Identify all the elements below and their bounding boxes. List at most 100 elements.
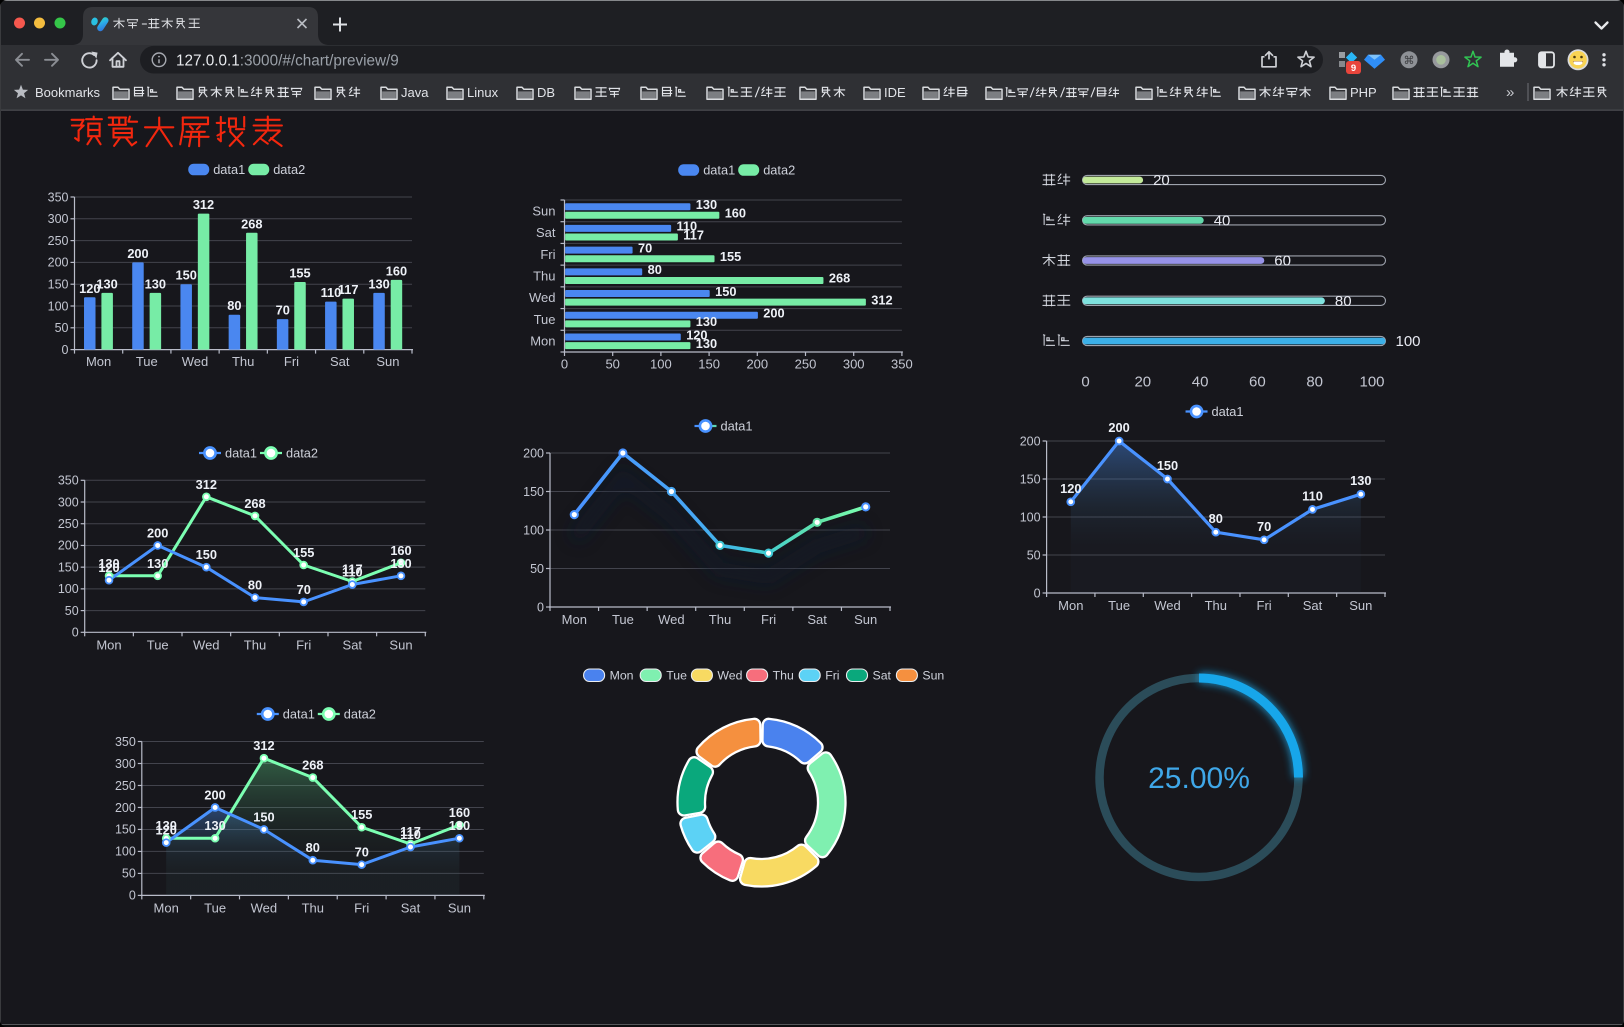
- svg-text:100: 100: [1396, 333, 1421, 350]
- svg-text:data1: data1: [213, 162, 245, 177]
- svg-text:130: 130: [96, 276, 117, 291]
- svg-text:60: 60: [1249, 374, 1266, 391]
- svg-text:40: 40: [1192, 374, 1209, 391]
- svg-text:100: 100: [1020, 510, 1041, 524]
- svg-text:Sun: Sun: [448, 900, 471, 915]
- svg-text:117: 117: [342, 562, 363, 577]
- svg-text:110: 110: [342, 565, 363, 580]
- svg-text:data1: data1: [721, 419, 753, 434]
- svg-text:»: »: [1506, 84, 1514, 101]
- svg-text:80: 80: [648, 262, 662, 277]
- svg-text:Mon: Mon: [154, 900, 179, 915]
- svg-text:150: 150: [176, 268, 197, 283]
- svg-text:Sat: Sat: [807, 612, 827, 627]
- svg-text:Thu: Thu: [302, 900, 324, 915]
- svg-text:Bookmarks: Bookmarks: [35, 85, 101, 100]
- svg-text:300: 300: [843, 357, 865, 372]
- svg-text:200: 200: [147, 525, 168, 540]
- svg-text:130: 130: [696, 336, 717, 351]
- svg-text:data2: data2: [273, 162, 305, 177]
- svg-text:Sat: Sat: [873, 669, 892, 683]
- svg-text:Sat: Sat: [343, 637, 363, 652]
- svg-text:250: 250: [115, 779, 136, 793]
- svg-text:250: 250: [48, 234, 69, 248]
- svg-text:Wed: Wed: [529, 290, 556, 305]
- svg-text:117: 117: [683, 227, 704, 242]
- svg-text:Fri: Fri: [761, 612, 776, 627]
- svg-text:Wed: Wed: [1154, 598, 1181, 613]
- svg-text:200: 200: [746, 357, 768, 372]
- svg-text:Sun: Sun: [532, 203, 555, 218]
- svg-text:70: 70: [638, 240, 652, 255]
- svg-text:Tue: Tue: [136, 354, 158, 369]
- svg-text:200: 200: [115, 801, 136, 815]
- svg-text:Sun: Sun: [854, 612, 877, 627]
- svg-text:100: 100: [48, 299, 69, 313]
- svg-text:data2: data2: [344, 707, 376, 722]
- svg-text:70: 70: [1257, 519, 1271, 534]
- svg-text:50: 50: [55, 321, 69, 335]
- svg-text:Tue: Tue: [204, 900, 226, 915]
- svg-text:70: 70: [297, 582, 311, 597]
- svg-text:120: 120: [156, 823, 177, 838]
- svg-text:50: 50: [605, 357, 619, 372]
- svg-text:Tue: Tue: [612, 612, 634, 627]
- svg-text:data1: data1: [283, 707, 315, 722]
- svg-text:80: 80: [227, 298, 241, 313]
- svg-text:130: 130: [98, 556, 119, 571]
- svg-text:0: 0: [1081, 374, 1089, 391]
- svg-text:268: 268: [302, 758, 323, 773]
- svg-text:Wed: Wed: [717, 669, 742, 683]
- svg-text:0: 0: [62, 343, 69, 357]
- svg-text:0: 0: [72, 626, 79, 640]
- svg-text:100: 100: [1359, 374, 1384, 391]
- svg-text:Tue: Tue: [666, 669, 687, 683]
- svg-text:300: 300: [58, 495, 79, 509]
- svg-text:160: 160: [725, 206, 746, 221]
- svg-text:110: 110: [1302, 488, 1323, 503]
- svg-text:Mon: Mon: [610, 669, 634, 683]
- svg-text:110: 110: [321, 285, 342, 300]
- svg-text:268: 268: [829, 271, 850, 286]
- svg-text:110: 110: [400, 827, 421, 842]
- svg-text:Thu: Thu: [1205, 598, 1227, 613]
- svg-text:200: 200: [763, 306, 784, 321]
- svg-text:50: 50: [65, 604, 79, 618]
- svg-text:70: 70: [276, 303, 290, 318]
- svg-text:120: 120: [98, 560, 119, 575]
- svg-text:Mon: Mon: [562, 612, 587, 627]
- svg-text:150: 150: [253, 809, 274, 824]
- svg-text:Thu: Thu: [533, 269, 555, 284]
- svg-text:130: 130: [449, 818, 470, 833]
- svg-text:150: 150: [115, 823, 136, 837]
- svg-text:data2: data2: [763, 163, 795, 178]
- svg-text:100: 100: [115, 845, 136, 859]
- svg-text:Sat: Sat: [536, 225, 556, 240]
- svg-text:40: 40: [1214, 212, 1231, 229]
- svg-text:160: 160: [390, 543, 411, 558]
- svg-text:130: 130: [145, 276, 166, 291]
- svg-text:Fri: Fri: [825, 669, 839, 683]
- svg-text:Sun: Sun: [1349, 598, 1372, 613]
- svg-text:100: 100: [523, 523, 544, 537]
- svg-text:117: 117: [338, 282, 359, 297]
- svg-text:Tue: Tue: [534, 312, 556, 327]
- svg-text:155: 155: [289, 266, 310, 281]
- svg-text:0: 0: [537, 600, 544, 614]
- svg-text:Tue: Tue: [147, 637, 169, 652]
- svg-text:120: 120: [79, 281, 100, 296]
- svg-text:Wed: Wed: [182, 354, 209, 369]
- svg-text:350: 350: [48, 190, 69, 204]
- svg-text:Fri: Fri: [540, 247, 555, 262]
- svg-text:IDE: IDE: [884, 85, 906, 100]
- svg-text:120: 120: [686, 327, 707, 342]
- svg-text:20: 20: [1134, 374, 1151, 391]
- svg-text:120: 120: [1060, 481, 1081, 496]
- svg-text:80: 80: [306, 840, 320, 855]
- svg-text:312: 312: [196, 477, 217, 492]
- svg-text:80: 80: [1306, 374, 1323, 391]
- svg-text:150: 150: [1157, 458, 1178, 473]
- svg-text:250: 250: [795, 357, 817, 372]
- svg-text:100: 100: [58, 582, 79, 596]
- svg-text:50: 50: [530, 562, 544, 576]
